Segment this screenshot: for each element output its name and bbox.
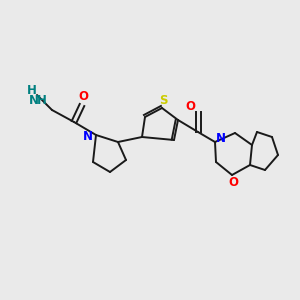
Text: N: N (216, 133, 226, 146)
Text: N: N (83, 130, 93, 143)
Text: O: O (78, 91, 88, 103)
Text: H: H (37, 94, 47, 106)
Text: S: S (159, 94, 167, 106)
Text: O: O (228, 176, 238, 190)
Text: N: N (29, 94, 39, 106)
Text: O: O (185, 100, 195, 112)
Text: H: H (27, 83, 37, 97)
